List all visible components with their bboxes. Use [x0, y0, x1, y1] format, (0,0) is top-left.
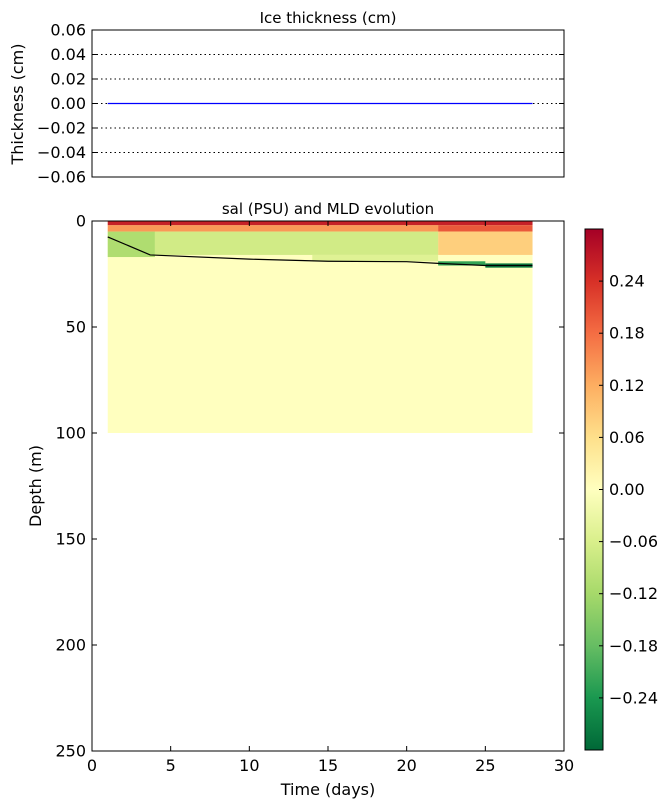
colorbar-tick-label: −0.12 [609, 584, 658, 603]
salinity-cell [438, 231, 533, 255]
colorbar: 0.24 0.18 0.12 0.06 0.00 −0.06 −0.12 −0.18 −0.24 [584, 228, 658, 751]
ice-ytick-label: −0.06 [37, 168, 86, 187]
ice-y-axis-label: Thickness (cm) [8, 43, 27, 165]
sal-xtick-label: 15 [318, 756, 338, 775]
sal-x-ticks: 0 5 10 15 20 25 30 [87, 221, 574, 775]
sal-xtick-label: 20 [396, 756, 416, 775]
sal-ytick-label: 200 [55, 636, 86, 655]
colorbar-tick-label: −0.24 [609, 688, 658, 707]
sal-ytick-label: 150 [55, 530, 86, 549]
sal-xtick-label: 10 [239, 756, 259, 775]
mld-line [107, 236, 533, 267]
sal-xtick-label: 30 [554, 756, 574, 775]
colorbar-tick-label: 0.12 [609, 376, 645, 395]
colorbar-tick-label: −0.18 [609, 636, 658, 655]
sal-xtick-label: 5 [166, 756, 176, 775]
sal-xtick-label: 0 [87, 756, 97, 775]
sal-y-axis-label: Depth (m) [26, 445, 45, 527]
ice-chart-title: Ice thickness (cm) [260, 9, 397, 27]
sal-ytick-label: 0 [76, 212, 86, 231]
colorbar-tick-label: 0.06 [609, 428, 645, 447]
sal-xtick-label: 25 [475, 756, 495, 775]
colorbar-tick-label: 0.24 [609, 272, 645, 291]
sal-ytick-label: 50 [66, 318, 86, 337]
ice-ytick-label: 0.00 [50, 94, 86, 113]
ice-thickness-panel: Ice thickness (cm) 0.06 0.04 0.02 0.00 −0.02… [8, 9, 565, 187]
sal-chart-title: sal (PSU) and MLD evolution [222, 200, 434, 218]
ice-y-ticks: 0.06 0.04 0.02 0.00 −0.02 −0.04 −0.06 [37, 21, 564, 187]
sal-ytick-label: 100 [55, 424, 86, 443]
colorbar-tick-label: 0.18 [609, 324, 645, 343]
salinity-cell [438, 225, 533, 232]
colorbar-tick-label: −0.06 [609, 532, 658, 551]
salinity-cell [312, 254, 439, 262]
salinity-cell [438, 261, 486, 266]
colorbar-tick-label: 0.00 [609, 480, 645, 499]
sal-y-ticks: 0 50 100 150 200 250 [55, 212, 564, 761]
colorbar-ticks: 0.24 0.18 0.12 0.06 0.00 −0.06 −0.12 −0.18 −0.24 [599, 272, 658, 707]
sal-ytick-label: 250 [55, 742, 86, 761]
salinity-field [107, 221, 533, 433]
salinity-cell [107, 231, 155, 258]
ice-ytick-label: −0.04 [37, 143, 86, 162]
salinity-cell [154, 231, 439, 255]
salinity-panel: sal (PSU) and MLD evolution 0 5 10 15 20 25 30… [26, 200, 574, 799]
salinity-cell [107, 221, 533, 226]
salinity-cell [107, 225, 439, 232]
ice-ytick-label: 0.02 [50, 70, 86, 89]
ice-ytick-label: 0.06 [50, 21, 86, 40]
ice-ytick-label: 0.04 [50, 45, 86, 64]
sal-x-axis-label: Time (days) [280, 780, 376, 799]
ice-ytick-label: −0.02 [37, 119, 86, 138]
